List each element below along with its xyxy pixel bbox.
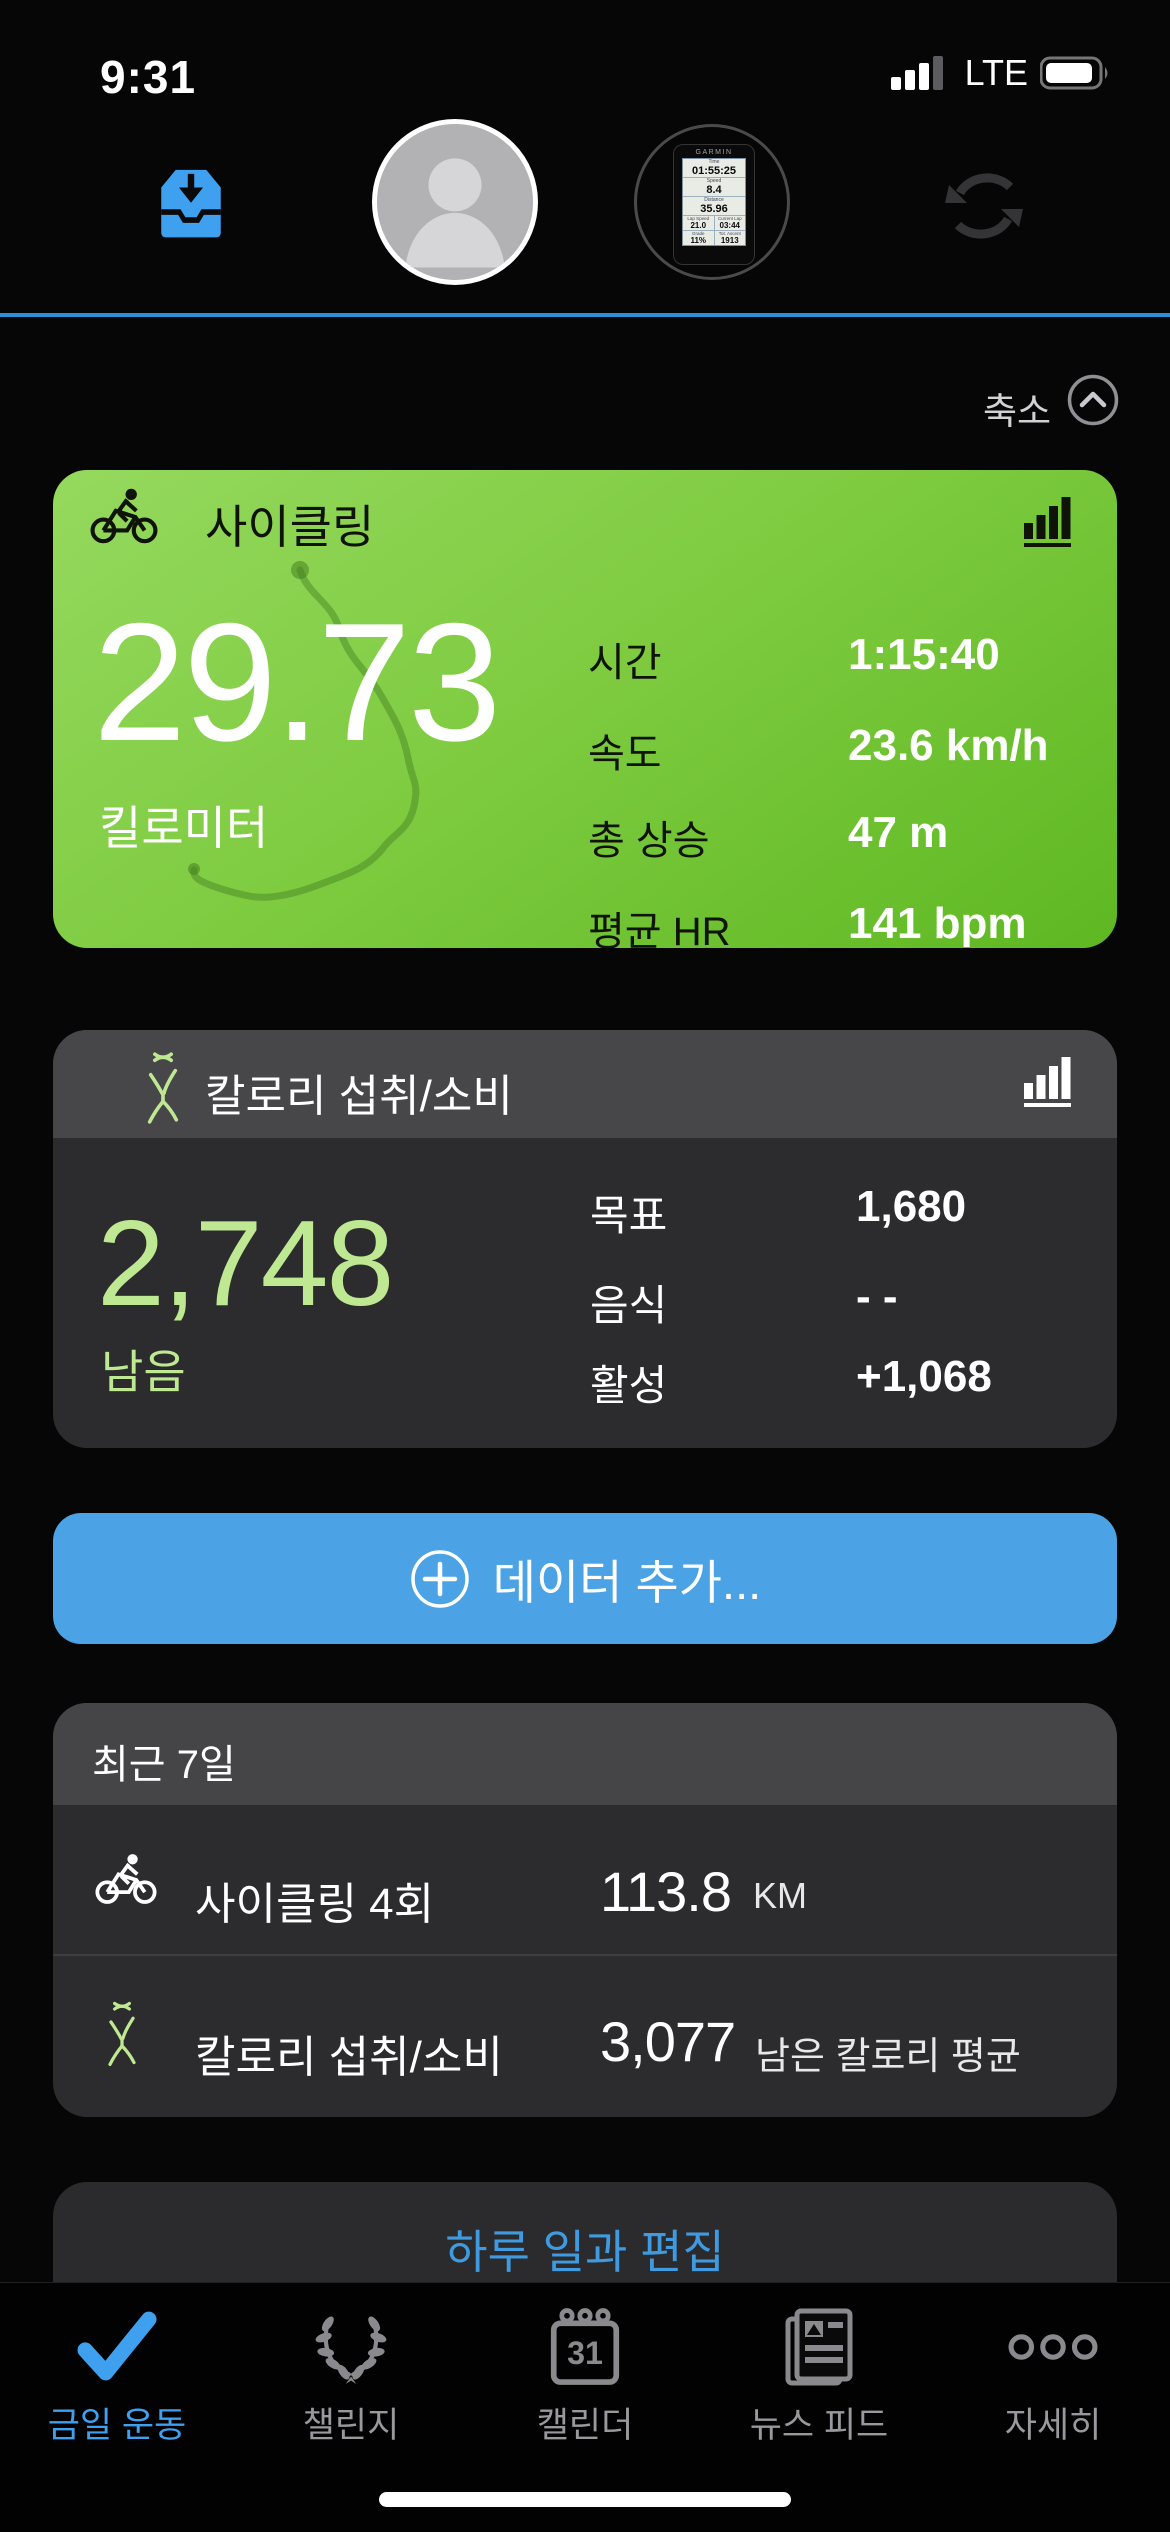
bottom-tab-bar: 금일 운동 (0, 2282, 1170, 2532)
device-screen: Time 01:55:25 Speed 8.4 Distance 35.96 Lap … (682, 158, 746, 246)
inbox-button[interactable] (149, 165, 233, 239)
calorie-chart-button[interactable] (1023, 1057, 1073, 1107)
stat-label: 평균 HR (588, 910, 731, 948)
plus-circle-icon (411, 1549, 469, 1608)
distance-unit: 킬로미터 (99, 802, 269, 854)
stat-value: 23.6 km/h (848, 721, 1049, 770)
recent-cycling-label: 사이클링 4회 (195, 1880, 435, 1929)
profile-avatar-button[interactable] (372, 119, 538, 285)
add-data-button[interactable]: 데이터 추가... (53, 1513, 1117, 1644)
nav-accent-divider (0, 313, 1170, 317)
tab-label: 챌린지 (302, 2406, 400, 2445)
recent-card-header (53, 1703, 1117, 1805)
recent-cycling-value: 113.8 (600, 1860, 732, 1923)
calories-remaining-label: 남음 (101, 1346, 186, 1398)
tab-challenges[interactable]: 챌린지 (234, 2283, 468, 2532)
stat-label: 목표 (590, 1192, 668, 1239)
collapse-chevron-button[interactable] (1066, 373, 1120, 427)
distance-value: 29.73 (93, 588, 501, 776)
calendar-icon: 31 (550, 2308, 620, 2385)
stat-row-speed: 속도 23.6 km/h (53, 721, 1117, 776)
home-indicator[interactable] (379, 2492, 791, 2507)
calorie-card-title: 칼로리 섭취/소비 (205, 1072, 513, 1121)
edge-device-image: GARMIN Time 01:55:25 Speed 8.4 Distance 35.… (673, 144, 755, 265)
cycling-icon (95, 1854, 157, 1904)
status-right-cluster: LTE (890, 52, 1112, 94)
stat-row-active: 활성 +1,068 (53, 1352, 1117, 1409)
recent-card-title: 최근 7일 (92, 1743, 236, 1787)
cycling-icon (90, 488, 158, 544)
tab-more[interactable]: 자세히 (936, 2283, 1170, 2532)
battery-icon (1040, 56, 1108, 90)
cycling-card-title: 사이클링 (205, 501, 375, 553)
recent-calorie-value: 3,077 (600, 2010, 736, 2073)
recent-calorie-label: 칼로리 섭취/소비 (195, 2033, 503, 2082)
stat-row-goal: 목표 1,680 (53, 1182, 1117, 1239)
collapse-label[interactable]: 축소 (983, 391, 1052, 432)
device-brand-label: GARMIN (695, 149, 733, 156)
more-icon (1008, 2334, 1098, 2360)
stat-row-hr: 평균 HR 141 bpm (53, 899, 1117, 948)
route-map-overlay (188, 561, 420, 901)
stat-label: 총 상승 (588, 819, 710, 863)
stat-row-ascent: 총 상승 47 m (53, 808, 1117, 863)
tab-news-feed[interactable]: 뉴스 피드 (702, 2283, 936, 2532)
stat-label: 시간 (588, 641, 662, 685)
stat-value: 1,680 (856, 1182, 967, 1231)
myfitnesspal-icon (108, 2001, 136, 2066)
stat-row-time: 시간 1:15:40 (53, 630, 1117, 685)
stat-label: 속도 (588, 732, 662, 776)
calories-remaining-value: 2,748 (97, 1195, 394, 1331)
stat-value: 141 bpm (848, 899, 1027, 948)
network-type-label: LTE (964, 52, 1028, 93)
add-data-label: 데이터 추가... (492, 1556, 762, 1609)
row-divider (53, 1954, 1117, 1956)
stat-value: +1,068 (856, 1352, 992, 1401)
check-icon (77, 2311, 157, 2381)
recent-7-days-card: 최근 7일 사이클링 4회 113.8 KM (53, 1703, 1117, 2117)
stat-value: 47 m (848, 808, 949, 857)
recent-cycling-unit: KM (753, 1875, 807, 1916)
signal-strength-icon (890, 56, 943, 90)
device-button[interactable]: GARMIN Time 01:55:25 Speed 8.4 Distance 35.… (634, 124, 790, 280)
cycling-summary-card[interactable]: 사이클링 29.73 킬로미터 시간 1:15:40 속도 23.6 km/h … (53, 470, 1117, 948)
tab-my-day[interactable]: 금일 운동 (0, 2283, 234, 2532)
newsfeed-icon (785, 2308, 853, 2386)
cycling-chart-button[interactable] (1023, 497, 1073, 547)
tab-label: 캘린더 (536, 2406, 634, 2445)
edit-day-link[interactable]: 하루 일과 편집 (445, 2226, 725, 2278)
status-time: 9:31 (100, 51, 197, 103)
stat-row-food: 음식 - - (53, 1272, 1117, 1329)
avatar-placeholder-icon (377, 124, 533, 280)
stat-label: 음식 (590, 1282, 668, 1329)
tab-calendar[interactable]: 31 캘린더 (468, 2283, 702, 2532)
recent-calorie-unit: 남은 칼로리 평균 (755, 2036, 1021, 2078)
stat-value: 1:15:40 (848, 630, 1000, 679)
sync-button[interactable] (937, 167, 1031, 245)
calorie-card-header (53, 1030, 1117, 1138)
tab-label: 금일 운동 (47, 2406, 187, 2445)
tab-label: 자세히 (1004, 2406, 1102, 2445)
laurel-icon (315, 2316, 387, 2384)
myfitnesspal-icon (147, 1052, 179, 1124)
calendar-day-label: 31 (567, 2335, 603, 2371)
stat-label: 활성 (590, 1362, 668, 1409)
calorie-card[interactable]: 칼로리 섭취/소비 2,748 남음 목표 1,680 음식 - - 활성 +1… (53, 1030, 1117, 1448)
stat-value: - - (856, 1272, 898, 1321)
tab-label: 뉴스 피드 (749, 2406, 889, 2445)
